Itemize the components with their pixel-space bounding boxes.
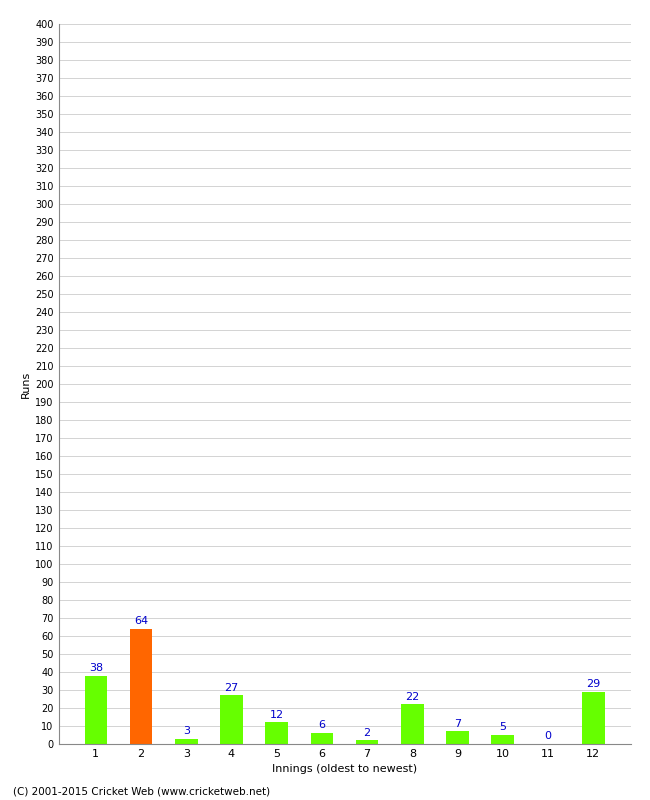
- Bar: [311, 733, 333, 744]
- Bar: [356, 741, 378, 744]
- Bar: [175, 738, 198, 744]
- Text: 12: 12: [270, 710, 284, 720]
- Bar: [130, 629, 152, 744]
- X-axis label: Innings (oldest to newest): Innings (oldest to newest): [272, 765, 417, 774]
- Text: 27: 27: [224, 682, 239, 693]
- Text: 38: 38: [89, 663, 103, 673]
- Text: 64: 64: [134, 616, 148, 626]
- Text: 5: 5: [499, 722, 506, 732]
- Text: (C) 2001-2015 Cricket Web (www.cricketweb.net): (C) 2001-2015 Cricket Web (www.cricketwe…: [13, 786, 270, 796]
- Bar: [84, 675, 107, 744]
- Y-axis label: Runs: Runs: [21, 370, 31, 398]
- Text: 0: 0: [545, 731, 551, 742]
- Bar: [220, 695, 242, 744]
- Bar: [491, 735, 514, 744]
- Text: 22: 22: [405, 692, 419, 702]
- Text: 29: 29: [586, 679, 601, 689]
- Bar: [265, 722, 288, 744]
- Bar: [582, 692, 604, 744]
- Text: 3: 3: [183, 726, 190, 736]
- Bar: [401, 704, 424, 744]
- Text: 7: 7: [454, 718, 461, 729]
- Text: 6: 6: [318, 721, 326, 730]
- Text: 2: 2: [363, 728, 370, 738]
- Bar: [447, 731, 469, 744]
